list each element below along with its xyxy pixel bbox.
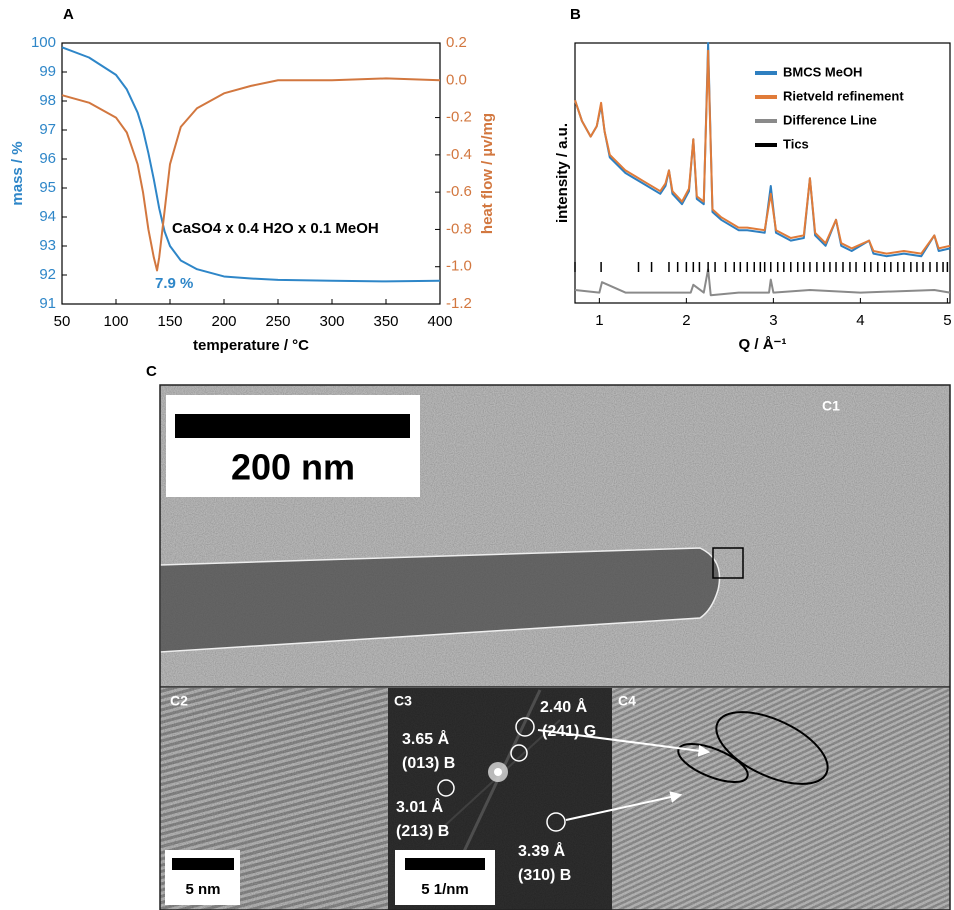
- annotation: 7.9 %: [155, 275, 193, 292]
- x-tick-label: 250: [265, 313, 290, 330]
- y-tick-label: 97: [39, 121, 56, 138]
- scale-bar: [172, 858, 234, 870]
- x-tick-label: 5: [943, 312, 951, 329]
- panel-label: A: [63, 6, 74, 23]
- y2-tick-label: -0.2: [446, 109, 472, 126]
- d-spacing: 3.65 Å: [402, 729, 450, 748]
- x-tick-label: 300: [319, 313, 344, 330]
- y2-tick-label: 0.0: [446, 71, 467, 88]
- x-tick-label: 4: [856, 312, 864, 329]
- y-tick-label: 98: [39, 92, 56, 109]
- x-tick-label: 150: [157, 313, 182, 330]
- series-line: [575, 269, 950, 295]
- panel-label: C2: [170, 693, 188, 709]
- x-tick-label: 1: [595, 312, 603, 329]
- y2-tick-label: -1.0: [446, 258, 472, 275]
- y2-tick-label: 0.2: [446, 34, 467, 51]
- y-tick-label: 99: [39, 63, 56, 80]
- plot-frame: [62, 43, 440, 304]
- series-line: [575, 51, 950, 254]
- legend-label: Rietveld refinement: [783, 88, 904, 103]
- scale-bar: [175, 414, 410, 438]
- x-tick-label: 2: [682, 312, 690, 329]
- central-spot: [494, 768, 502, 776]
- hkl: (013) B: [402, 755, 455, 772]
- y-tick-label: 92: [39, 266, 56, 283]
- series-line: [62, 47, 440, 281]
- hkl: (310) B: [518, 867, 571, 884]
- x-axis-label: temperature / °C: [193, 337, 309, 354]
- x-tick-label: 100: [103, 313, 128, 330]
- y-tick-label: 95: [39, 179, 56, 196]
- hkl: (213) B: [396, 823, 449, 840]
- y-tick-label: 96: [39, 150, 56, 167]
- d-spacing: 3.01 Å: [396, 797, 444, 816]
- x-tick-label: 50: [54, 313, 71, 330]
- y2-tick-label: -0.6: [446, 183, 472, 200]
- y-tick-label: 91: [39, 295, 56, 312]
- figure: A B C 200 nm C1 5 nm C2 2.40 Å (241) G 3…: [0, 0, 954, 910]
- legend-label: Tics: [783, 136, 809, 151]
- y-axis-label: intensity / a.u.: [554, 123, 571, 223]
- y2-tick-label: -0.4: [446, 146, 472, 163]
- legend-label: Difference Line: [783, 112, 877, 127]
- y2-tick-label: -1.2: [446, 295, 472, 312]
- d-spacing: 2.40 Å: [540, 697, 588, 716]
- panel-label: B: [570, 6, 581, 23]
- scale-label: 5 nm: [185, 881, 220, 898]
- x-tick-label: 3: [769, 312, 777, 329]
- scale-label: 200 nm: [231, 447, 355, 488]
- panel-label: C: [146, 363, 157, 380]
- legend-label: BMCS MeOH: [783, 64, 862, 79]
- y-tick-label: 93: [39, 237, 56, 254]
- micrograph: 200 nm C1 5 nm C2 2.40 Å (241) G 3.65 Å …: [160, 385, 950, 910]
- panel-label: C1: [822, 398, 840, 414]
- y-axis-label: mass / %: [9, 141, 26, 205]
- y-tick-label: 94: [39, 208, 56, 225]
- y-tick-label: 100: [31, 34, 56, 51]
- y2-axis-label: heat flow / µv/mg: [479, 113, 496, 234]
- panel-label: C3: [394, 693, 412, 709]
- y2-tick-label: -0.8: [446, 220, 472, 237]
- x-tick-label: 200: [211, 313, 236, 330]
- annotation: CaSO4 x 0.4 H2O x 0.1 MeOH: [172, 220, 379, 237]
- d-spacing: 3.39 Å: [518, 841, 566, 860]
- scale-bar: [405, 858, 485, 870]
- series-line: [62, 78, 440, 270]
- x-axis-label: Q / Å⁻¹: [739, 336, 787, 353]
- x-tick-label: 400: [427, 313, 452, 330]
- panel-label: C4: [618, 693, 636, 709]
- x-tick-label: 350: [373, 313, 398, 330]
- scale-label: 5 1/nm: [421, 881, 469, 898]
